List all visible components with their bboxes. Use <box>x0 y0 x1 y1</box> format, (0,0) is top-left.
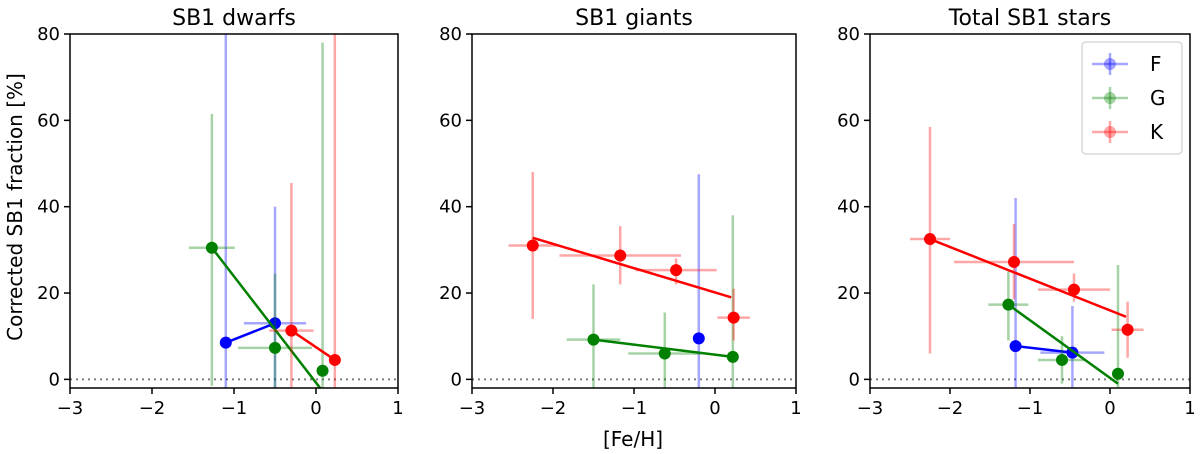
data-point <box>1068 283 1080 296</box>
x-tick-label: −3 <box>57 398 84 419</box>
y-tick-label: 40 <box>439 197 462 218</box>
data-point <box>1121 323 1134 336</box>
series-K <box>508 172 750 341</box>
panel-title: SB1 dwarfs <box>172 6 296 31</box>
panel-title: SB1 giants <box>575 6 693 31</box>
legend-label: K <box>1150 120 1164 144</box>
legend-label: F <box>1150 52 1162 76</box>
data-point <box>726 350 739 363</box>
series-F <box>219 34 307 388</box>
y-tick-label: 0 <box>451 369 462 390</box>
data-point <box>1002 298 1015 311</box>
legend-entry-K: K <box>1092 120 1164 144</box>
x-axis-label: [Fe/H] <box>603 427 663 451</box>
y-tick-label: 60 <box>37 110 60 131</box>
data-point <box>316 364 329 377</box>
data-point <box>692 332 705 345</box>
x-tick-label: 0 <box>310 398 321 419</box>
data-point <box>328 353 341 366</box>
x-tick-label: −3 <box>857 398 884 419</box>
series-K <box>910 126 1144 358</box>
x-tick-label: 1 <box>790 398 801 419</box>
data-point <box>219 336 232 349</box>
data-point <box>526 239 539 252</box>
data-point <box>205 241 218 254</box>
series-G <box>988 264 1124 388</box>
trend-line <box>225 322 276 344</box>
trend-line <box>929 237 1127 318</box>
data-point <box>1112 367 1124 380</box>
legend-marker <box>1104 92 1116 104</box>
y-axis-label: Corrected SB1 fraction [%] <box>3 73 27 341</box>
data-point <box>924 233 936 246</box>
legend-box <box>1081 41 1183 155</box>
x-tick-label: −1 <box>621 398 648 419</box>
legend-entry-F: F <box>1092 52 1162 76</box>
x-tick-label: −2 <box>540 398 567 419</box>
y-tick-label: 20 <box>439 283 462 304</box>
x-tick-label: −1 <box>221 398 248 419</box>
trend-line <box>210 246 322 389</box>
x-tick-label: −2 <box>937 398 964 419</box>
series-G <box>188 42 329 389</box>
y-tick-label: 80 <box>37 24 60 45</box>
series-G <box>566 215 739 388</box>
x-tick-label: 1 <box>392 398 403 419</box>
data-point <box>727 311 740 324</box>
x-tick-label: 0 <box>709 398 720 419</box>
trend-line <box>1007 303 1119 385</box>
y-tick-label: 20 <box>37 283 60 304</box>
y-tick-label: 60 <box>837 110 860 131</box>
y-tick-label: 80 <box>439 24 462 45</box>
y-tick-label: 20 <box>837 283 860 304</box>
x-tick-label: −3 <box>459 398 486 419</box>
legend-entry-G: G <box>1092 86 1166 110</box>
panel-title: Total SB1 stars <box>948 6 1112 31</box>
series-F <box>692 174 705 388</box>
axes-frame <box>69 33 399 389</box>
data-point <box>285 324 298 337</box>
x-tick-label: 1 <box>1184 398 1195 419</box>
data-point <box>1009 340 1022 353</box>
x-tick-label: 0 <box>1104 398 1115 419</box>
legend-label: G <box>1150 86 1166 110</box>
legend-marker <box>1104 58 1116 70</box>
data-point <box>670 264 683 277</box>
x-tick-label: −2 <box>139 398 166 419</box>
x-tick-label: −1 <box>1017 398 1044 419</box>
data-point <box>1056 353 1068 366</box>
y-tick-label: 80 <box>837 24 860 45</box>
y-tick-label: 40 <box>837 197 860 218</box>
trend-line <box>532 236 732 299</box>
trend-line <box>1015 344 1073 354</box>
data-point <box>614 249 627 262</box>
trend-line <box>290 329 336 361</box>
y-tick-label: 40 <box>37 197 60 218</box>
legend-marker <box>1104 126 1116 138</box>
series-F <box>1009 198 1105 388</box>
y-tick-label: 0 <box>49 369 60 390</box>
data-point <box>269 341 281 354</box>
data-point <box>1008 255 1020 268</box>
axes-frame <box>471 33 797 389</box>
legend: FGK <box>1081 41 1183 155</box>
data-point <box>658 347 671 360</box>
series-K <box>269 34 341 388</box>
data-point <box>587 333 600 346</box>
y-tick-label: 60 <box>439 110 462 131</box>
y-tick-label: 0 <box>849 369 860 390</box>
